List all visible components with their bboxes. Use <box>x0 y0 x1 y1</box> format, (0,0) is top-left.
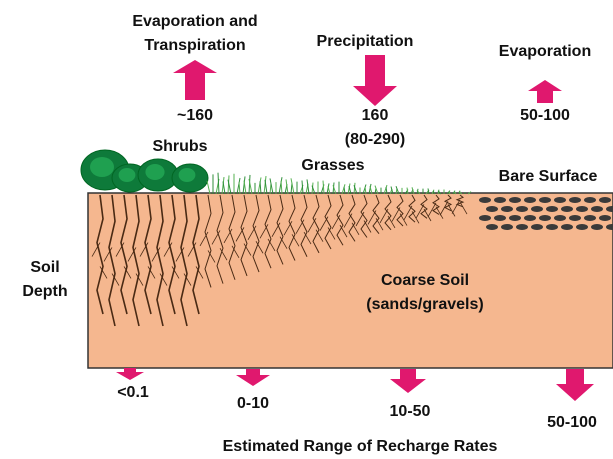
gravel <box>509 197 521 203</box>
depth-label: Soil <box>30 259 59 276</box>
gravel <box>479 215 491 221</box>
flux-label: Precipitation <box>317 33 414 50</box>
grass <box>323 181 324 194</box>
recharge-rate: <0.1 <box>117 384 149 401</box>
recharge-rate: 0-10 <box>237 395 269 412</box>
down-arrow <box>236 369 270 386</box>
grass <box>260 181 261 194</box>
grass <box>302 180 303 194</box>
gravel <box>569 215 581 221</box>
gravel <box>479 197 491 203</box>
gravel <box>554 215 566 221</box>
gravel <box>501 206 513 212</box>
gravel <box>516 224 528 230</box>
gravel <box>524 215 536 221</box>
flux-rate: 160 <box>362 107 389 124</box>
grass <box>218 173 219 194</box>
soil-label: (sands/gravels) <box>366 296 483 313</box>
depth-label: Depth <box>22 283 67 300</box>
diagram: Evaporation and Transpiration ~160 Preci… <box>0 0 613 459</box>
gravel <box>554 197 566 203</box>
grass <box>239 182 240 194</box>
up-arrow <box>173 60 217 100</box>
gravel <box>546 224 558 230</box>
gravel <box>584 215 596 221</box>
gravel <box>501 224 513 230</box>
down-arrow <box>556 369 594 401</box>
recharge-rate: 50-100 <box>547 414 597 431</box>
gravel <box>516 206 528 212</box>
grass <box>207 181 210 194</box>
grass <box>223 181 225 194</box>
surface-label: Grasses <box>301 157 364 174</box>
gravel <box>591 206 603 212</box>
shrub-shade <box>145 164 164 180</box>
gravel <box>494 215 506 221</box>
gravel <box>561 206 573 212</box>
down-arrow <box>390 369 426 393</box>
shrub-shade <box>119 168 136 182</box>
gravel <box>546 206 558 212</box>
gravel <box>584 197 596 203</box>
flux-rate: 50-100 <box>520 107 570 124</box>
gravel <box>599 215 611 221</box>
shrub-shade <box>90 157 114 177</box>
gravel <box>531 206 543 212</box>
flux-rate: ~160 <box>177 107 213 124</box>
gravel <box>591 224 603 230</box>
gravel <box>576 206 588 212</box>
surface-label: Bare Surface <box>499 168 598 185</box>
surface-label: Shrubs <box>152 138 207 155</box>
up-arrow <box>528 80 562 103</box>
gravel <box>539 197 551 203</box>
gravel <box>576 224 588 230</box>
shrub-shade <box>179 168 196 182</box>
gravel <box>539 215 551 221</box>
recharge-rate: 10-50 <box>390 403 431 420</box>
gravel <box>494 197 506 203</box>
flux-label: Evaporation <box>499 43 591 60</box>
flux-rate: (80-290) <box>345 131 405 148</box>
down-arrow <box>116 368 144 380</box>
gravel <box>569 197 581 203</box>
grass <box>281 181 282 194</box>
gravel <box>509 215 521 221</box>
grass <box>244 180 246 194</box>
gravel <box>524 197 536 203</box>
gravel <box>561 224 573 230</box>
grass <box>265 180 267 194</box>
down-arrow <box>353 55 397 106</box>
footer: Estimated Range of Recharge Rates <box>223 438 498 455</box>
flux-label: Transpiration <box>144 37 245 54</box>
flux-label: Evaporation and <box>132 13 257 30</box>
gravel <box>486 224 498 230</box>
gravel <box>531 224 543 230</box>
gravel <box>599 197 611 203</box>
soil-label: Coarse Soil <box>381 272 469 289</box>
gravel <box>486 206 498 212</box>
